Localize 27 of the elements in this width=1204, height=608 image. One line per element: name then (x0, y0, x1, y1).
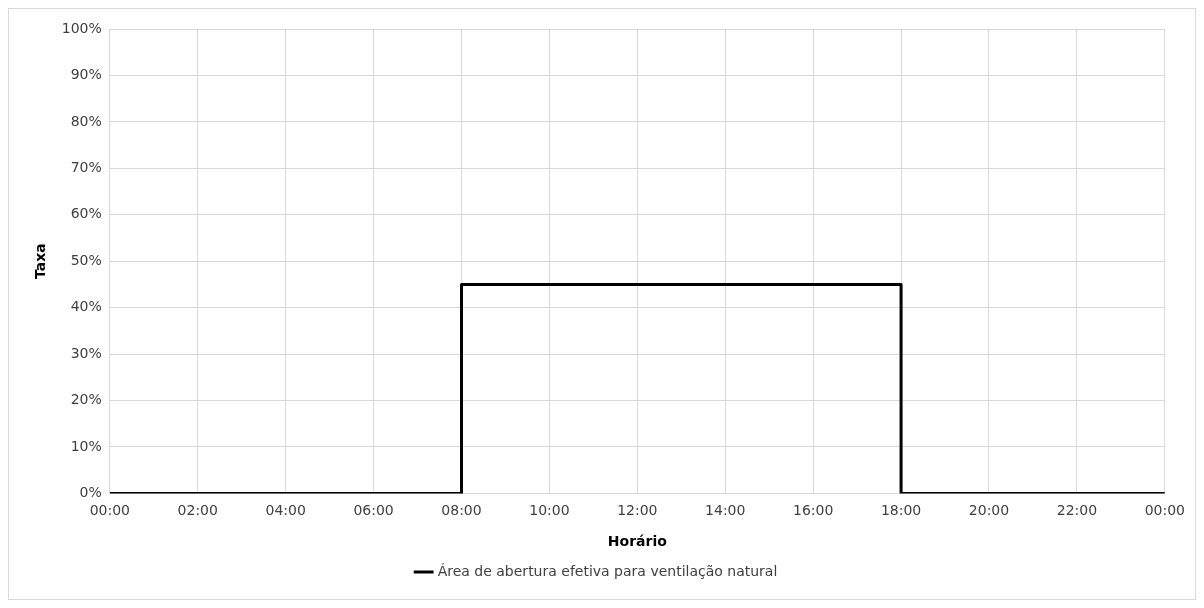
y-tick-label: 90% (70, 66, 102, 83)
y-tick-label: 50% (70, 251, 102, 268)
x-tick-label: 14:00 (705, 502, 746, 519)
x-tick-label: 12:00 (617, 502, 658, 519)
x-tick-label: 16:00 (792, 502, 834, 519)
x-tick-label: 00:00 (1144, 502, 1186, 519)
x-tick-label: 10:00 (529, 502, 570, 519)
x-tick-label: 18:00 (880, 502, 922, 519)
y-tick-label: 80% (70, 112, 102, 129)
x-tick-label: 20:00 (968, 502, 1010, 519)
x-tick-label: 04:00 (265, 502, 306, 519)
x-tick-label: 00:00 (89, 502, 130, 519)
y-axis-title: Taxa (32, 243, 49, 280)
y-tick-label: 100% (61, 19, 102, 36)
x-axis-title: Horário (607, 533, 668, 550)
y-tick-label: 70% (70, 158, 102, 175)
y-tick-label: 60% (70, 205, 102, 222)
x-tick-label: 02:00 (177, 502, 218, 519)
y-tick-label: 20% (70, 391, 102, 408)
legend-label: Área de abertura efetiva para ventilação natural (437, 562, 778, 579)
x-tick-label: 08:00 (441, 502, 482, 519)
y-tick-label: 0% (79, 484, 102, 501)
y-tick-label: 10% (70, 437, 102, 454)
x-tick-label: 06:00 (353, 502, 394, 519)
x-tick-label: 22:00 (1056, 502, 1098, 519)
y-tick-label: 30% (70, 344, 102, 361)
y-tick-label: 40% (70, 298, 102, 315)
